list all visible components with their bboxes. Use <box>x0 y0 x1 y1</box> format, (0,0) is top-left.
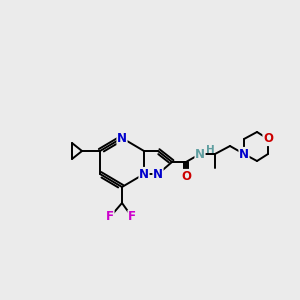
Text: F: F <box>106 211 114 224</box>
Text: O: O <box>181 169 191 182</box>
Text: N: N <box>239 148 249 160</box>
Text: N: N <box>117 131 127 145</box>
Text: O: O <box>263 133 273 146</box>
Text: H: H <box>206 145 215 155</box>
Text: F: F <box>128 211 136 224</box>
Text: N: N <box>139 167 149 181</box>
Text: N: N <box>195 148 205 160</box>
Text: N: N <box>153 167 163 181</box>
